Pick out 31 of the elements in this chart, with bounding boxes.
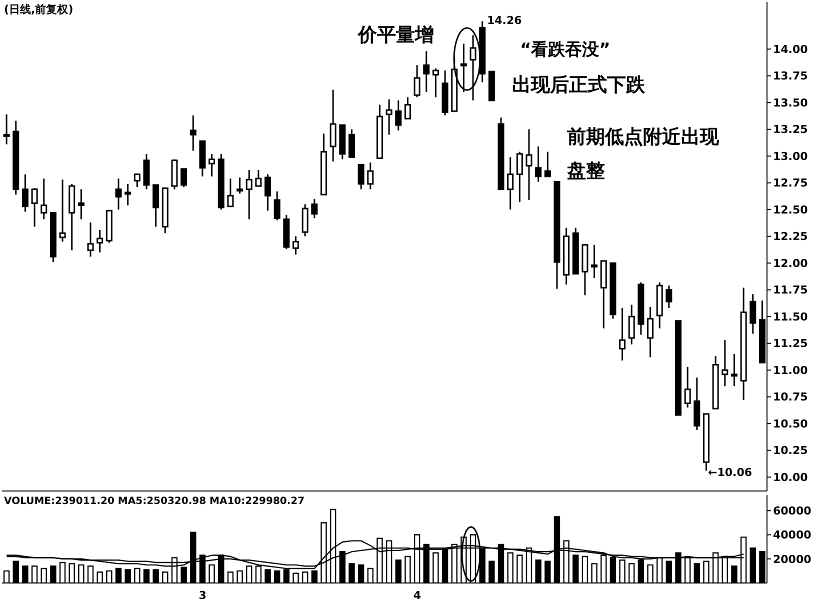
y-tick-label: 10.25 [773, 444, 808, 458]
y-tick-label: 12.25 [773, 230, 808, 244]
y-tick-label: 13.25 [773, 123, 808, 136]
y-tick-label: 40000 [773, 528, 812, 542]
x-tick-label: 4 [413, 588, 422, 599]
y-tick-label: 10.50 [773, 417, 808, 430]
y-tick-label: 12.50 [773, 203, 808, 216]
y-tick-label: 13.50 [773, 96, 808, 110]
annotation: 价平量增 [358, 23, 434, 48]
y-tick-label: 11.75 [773, 284, 808, 297]
annotation: 14.26 [487, 14, 522, 27]
y-tick-label: 12.75 [773, 176, 808, 190]
y-tick-label: 14.00 [773, 42, 808, 56]
annotation: VOLUME:239011.20 MA5:250320.98 MA10:229980.27 [4, 496, 305, 507]
annotation: “看跌吞没” [520, 39, 610, 61]
y-tick-label: 11.25 [773, 337, 808, 350]
annotation: ←10.06 [708, 466, 752, 479]
y-tick-label: 13.75 [773, 70, 808, 83]
y-tick-label: 20000 [773, 552, 812, 566]
y-tick-label: 10.75 [773, 390, 808, 404]
chart-title: (日线,前复权) [4, 2, 74, 17]
annotation: 前期低点附近出现 [567, 125, 719, 150]
y-tick-label: 12.00 [773, 256, 808, 270]
x-tick-label: 3 [198, 588, 206, 599]
y-tick-label: 60000 [773, 504, 812, 518]
y-tick-label: 11.50 [773, 310, 808, 324]
annotation: 出现后正式下跌 [512, 73, 645, 98]
annotation: 盘整 [567, 159, 605, 184]
y-tick-label: 11.00 [773, 364, 808, 377]
y-tick-label: 13.00 [773, 150, 808, 163]
y-tick-label: 10.00 [773, 470, 808, 484]
